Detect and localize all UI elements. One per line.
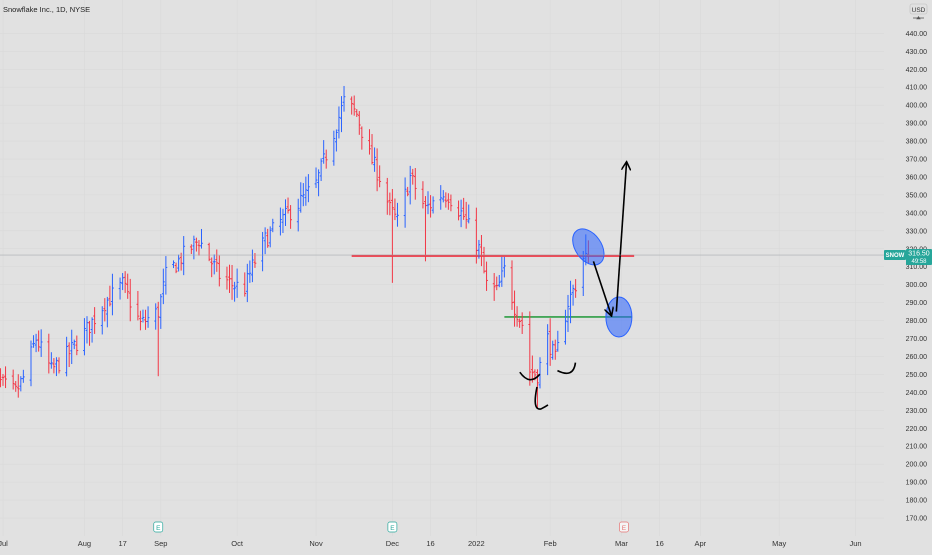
price-axis[interactable]: 170.00 180.00 190.00 200.00 210.00 220.00 230.… xyxy=(906,31,928,523)
head-arc[interactable] xyxy=(534,386,549,410)
earnings-label: E xyxy=(156,525,161,532)
price-tick-label: 420.00 xyxy=(906,67,928,74)
breakout-circle[interactable] xyxy=(566,223,610,271)
ohlc-bars xyxy=(0,85,590,409)
currency-badge[interactable]: USD xyxy=(909,3,928,15)
time-tick-label: 16 xyxy=(655,539,663,548)
price-tick-label: 250.00 xyxy=(906,372,928,379)
target-arrow[interactable] xyxy=(615,163,626,312)
time-tick-label: 17 xyxy=(118,539,126,548)
price-tick-label: 260.00 xyxy=(906,354,928,361)
price-tick-label: 440.00 xyxy=(906,31,928,38)
price-tick-label: 190.00 xyxy=(906,480,928,487)
price-tick-label: 360.00 xyxy=(906,174,928,181)
time-tick-label: Nov xyxy=(309,539,323,548)
earnings-label: E xyxy=(622,525,627,532)
drawing-overlay-layer[interactable] xyxy=(519,163,633,410)
price-tick-label: 240.00 xyxy=(906,390,928,397)
settings-icon[interactable] xyxy=(913,16,924,20)
earnings-marker[interactable]: E xyxy=(387,521,398,533)
earnings-marker[interactable]: E xyxy=(619,521,629,533)
price-tick-label: 170.00 xyxy=(906,516,928,523)
price-tick-label: 210.00 xyxy=(906,444,928,451)
time-tick-label: Jul xyxy=(0,539,8,548)
left-shoulder-arc[interactable] xyxy=(519,371,541,381)
time-tick-label: Oct xyxy=(231,539,244,548)
pullback-arrow[interactable] xyxy=(592,261,611,315)
price-tick-label: 410.00 xyxy=(906,85,928,92)
earnings-badge[interactable] xyxy=(619,521,629,533)
time-tick-label: Feb xyxy=(544,539,557,548)
earnings-marker[interactable]: E xyxy=(153,521,164,533)
price-tick-label: 310.00 xyxy=(906,264,928,271)
price-tick-label: 270.00 xyxy=(906,336,928,343)
price-tick-label: 280.00 xyxy=(906,318,928,325)
time-tick-label: 2022 xyxy=(468,539,485,548)
price-tick-label: 200.00 xyxy=(906,462,928,469)
currency-label: USD xyxy=(912,7,926,14)
price-tick-label: 370.00 xyxy=(906,157,928,164)
price-tick-label: 430.00 xyxy=(906,49,928,56)
price-tick-label: 180.00 xyxy=(906,498,928,505)
time-axis[interactable]: Jul Aug 17 Sep Oct Nov Dec 16 2022 Feb Mar 16 Apr May… xyxy=(0,539,862,548)
symbol-title: Snowflake Inc., 1D, NYSE xyxy=(3,5,90,14)
grid-layer xyxy=(0,0,884,536)
time-tick-label: Sep xyxy=(154,539,167,548)
price-tick-label: 390.00 xyxy=(906,121,928,128)
price-tick-label: 300.00 xyxy=(906,282,928,289)
price-tick-label: 380.00 xyxy=(906,139,928,146)
price-tick-label: 350.00 xyxy=(906,192,928,199)
price-tick-label: 230.00 xyxy=(906,408,928,415)
price-tick-label: 400.00 xyxy=(906,103,928,110)
price-tick-label: 340.00 xyxy=(906,210,928,217)
ticker-label: SNOW xyxy=(886,253,905,259)
last-price-tag[interactable]: SNOW 316.50 49:58 xyxy=(884,249,932,266)
time-tick-label: Apr xyxy=(694,539,706,548)
bar-countdown: 49:58 xyxy=(911,259,927,265)
right-shoulder-arc[interactable] xyxy=(557,362,577,375)
retest-circle[interactable] xyxy=(605,296,633,338)
time-tick-label: Dec xyxy=(386,539,400,548)
price-tick-label: 290.00 xyxy=(906,300,928,307)
earnings-label: E xyxy=(390,525,395,532)
last-price-value: 316.50 xyxy=(908,251,930,258)
time-tick-label: 16 xyxy=(426,539,434,548)
earnings-badge[interactable] xyxy=(387,521,398,533)
time-tick-label: Mar xyxy=(615,539,628,548)
time-tick-label: May xyxy=(772,539,786,548)
time-tick-label: Jun xyxy=(850,539,862,548)
time-tick-label: Aug xyxy=(78,539,91,548)
earnings-badge[interactable] xyxy=(153,521,164,533)
price-tick-label: 220.00 xyxy=(906,426,928,433)
price-tick-label: 330.00 xyxy=(906,228,928,235)
